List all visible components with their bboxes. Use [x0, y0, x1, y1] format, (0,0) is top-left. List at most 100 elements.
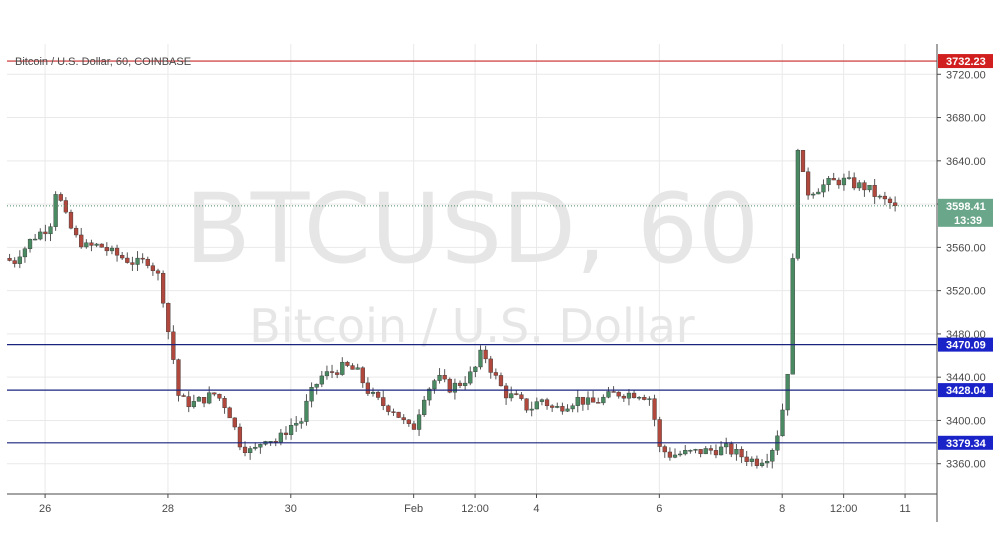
candle	[294, 416, 299, 432]
candle	[120, 251, 125, 261]
candle	[519, 392, 524, 401]
support-tag-bg	[938, 435, 993, 450]
candle-body	[734, 449, 739, 455]
candle-body	[580, 396, 585, 405]
candle	[734, 443, 739, 461]
candle-body	[509, 393, 514, 399]
candle	[324, 365, 330, 380]
candle-body	[17, 256, 22, 264]
candle	[882, 191, 888, 206]
candle-body	[375, 391, 381, 398]
candle-body	[862, 182, 867, 191]
candle	[468, 366, 473, 386]
candle	[749, 456, 754, 467]
candle-body	[601, 396, 606, 404]
candle	[488, 355, 493, 379]
candle-body	[150, 265, 156, 271]
candle	[437, 368, 442, 384]
candle-body	[488, 358, 493, 373]
candle	[539, 398, 545, 406]
candle-body	[667, 451, 673, 458]
candle-body	[278, 432, 283, 443]
candle-body	[882, 195, 888, 200]
candle-body	[437, 375, 442, 381]
candle	[288, 418, 294, 440]
candle-body	[38, 231, 43, 240]
price-axis[interactable]: 3360.003400.003440.003480.003520.003560.…	[937, 69, 986, 471]
candle-body	[294, 423, 299, 426]
candle-body	[58, 194, 63, 201]
time-axis[interactable]: 26 28 30 Feb 12:00 4 6 8 12:00 11	[39, 494, 911, 515]
candles	[7, 148, 898, 469]
candle-body	[217, 393, 222, 399]
candle	[708, 445, 713, 455]
candle	[662, 444, 667, 458]
candle-body	[805, 171, 811, 196]
candle	[611, 386, 616, 393]
candle-body	[53, 194, 58, 227]
candle-body	[43, 231, 48, 235]
candle	[718, 441, 724, 456]
candle	[416, 409, 422, 436]
time-tick-label: 12:00	[830, 503, 858, 515]
candle-body	[84, 242, 89, 248]
candle	[841, 173, 847, 191]
candle	[877, 194, 882, 200]
candle-body	[703, 448, 708, 455]
candle	[887, 196, 893, 209]
candle-body	[125, 257, 130, 263]
candle	[514, 390, 519, 396]
candle	[335, 369, 340, 379]
candle	[831, 172, 836, 181]
candle	[683, 445, 688, 456]
candle-body	[596, 402, 601, 404]
candle	[309, 382, 314, 408]
time-tick-label: 12:00	[461, 503, 489, 515]
candle-body	[759, 462, 765, 466]
candle	[846, 170, 852, 180]
candle-body	[790, 258, 795, 375]
candle-body	[626, 392, 632, 399]
candle	[227, 406, 232, 419]
price-tick-label: 3360.00	[946, 459, 986, 471]
candle	[457, 380, 463, 389]
candle-body	[391, 411, 396, 413]
price-tick-label: 3520.00	[946, 286, 986, 298]
candle	[816, 188, 821, 195]
candle-body	[73, 227, 79, 236]
candle-body	[519, 394, 524, 399]
candle-body	[539, 399, 545, 402]
candle	[667, 447, 673, 461]
time-tick-label: 4	[533, 503, 539, 515]
candle	[109, 245, 115, 255]
candle	[258, 443, 263, 454]
candle-body	[427, 388, 432, 401]
candle-body	[631, 392, 637, 399]
candle	[283, 426, 289, 440]
candle-body	[483, 349, 488, 360]
candle	[836, 177, 841, 189]
candle	[155, 268, 161, 281]
candle	[411, 420, 417, 430]
candle-body	[63, 200, 68, 213]
countdown-label: 13:39	[954, 215, 982, 227]
candle-body	[447, 378, 452, 393]
candle	[304, 394, 309, 426]
candle	[145, 256, 150, 269]
candle-body	[570, 405, 575, 410]
candle-body	[565, 408, 570, 412]
candle	[104, 242, 109, 256]
candle-body	[662, 446, 667, 453]
candle	[386, 404, 391, 416]
candle-body	[196, 397, 202, 402]
candle	[94, 242, 99, 248]
candle-body	[498, 375, 504, 387]
candle-body	[27, 238, 33, 249]
candle	[58, 192, 63, 202]
candle	[601, 394, 606, 406]
candle	[442, 369, 447, 383]
candle	[729, 441, 734, 458]
candle	[621, 394, 626, 402]
candle-body	[324, 371, 330, 377]
